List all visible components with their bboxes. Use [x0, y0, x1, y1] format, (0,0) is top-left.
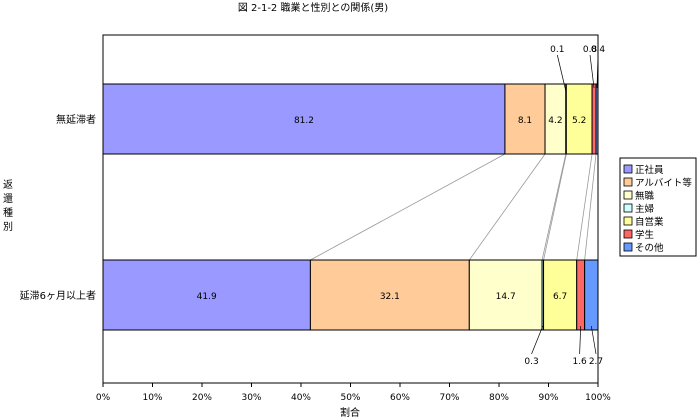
- legend-label: 主婦: [635, 203, 654, 215]
- x-tick-label: 0%: [96, 393, 111, 403]
- data-label: 0.1: [550, 45, 564, 55]
- legend-swatch: [623, 164, 633, 174]
- bar-segment: [576, 259, 586, 331]
- x-axis-label: 割合: [340, 406, 360, 419]
- data-label: 4.2: [548, 116, 562, 126]
- x-tick-label: 40%: [291, 393, 311, 403]
- x-tick-label: 20%: [192, 393, 212, 403]
- x-tick-label: 70%: [439, 393, 459, 403]
- legend-label: 学生: [635, 229, 655, 241]
- connector-line: [584, 153, 597, 261]
- connector-line: [310, 153, 506, 261]
- data-label: 8.1: [518, 116, 532, 126]
- legend-label: その他: [635, 242, 664, 254]
- legend-label: 正社員: [635, 164, 664, 176]
- connector-line: [543, 153, 567, 261]
- bar-segment: [468, 259, 543, 331]
- data-label: 14.7: [496, 292, 516, 302]
- bar-segment: [595, 83, 599, 155]
- connector-line: [468, 153, 546, 261]
- y-axis-label-char: 種: [3, 206, 13, 219]
- bar-segment: [565, 83, 593, 155]
- x-tick-label: 90%: [538, 393, 558, 403]
- bar-segment: [591, 83, 597, 155]
- connector-line: [541, 153, 567, 261]
- x-tick-label: 60%: [390, 393, 410, 403]
- data-label: 0.3: [524, 357, 538, 367]
- category-label: 延滞6ヶ月以上者: [20, 290, 96, 302]
- bar-segment: [309, 259, 470, 331]
- category-label: 無延滞者: [56, 113, 96, 126]
- legend-swatch: [623, 190, 633, 200]
- connector-line: [576, 153, 593, 261]
- bar-segment: [584, 259, 599, 331]
- data-label: 5.2: [572, 116, 586, 126]
- data-label: 32.1: [380, 292, 400, 302]
- leader-line: [556, 54, 567, 93]
- bar-segment: [504, 83, 546, 155]
- data-label: 2.7: [589, 357, 603, 367]
- x-tick-label: 30%: [241, 393, 261, 403]
- x-tick-label: 10%: [142, 393, 162, 403]
- leader-line: [531, 325, 544, 355]
- y-axis-label-char: 別: [3, 221, 13, 233]
- leader-line: [590, 325, 597, 355]
- leader-line: [579, 325, 582, 355]
- bar-segment: [102, 259, 311, 331]
- legend-swatch: [623, 216, 633, 226]
- bar-segment: [543, 259, 578, 331]
- legend-label: アルバイト等: [635, 177, 692, 189]
- data-label: 81.2: [294, 116, 314, 126]
- x-tick-label: 100%: [585, 393, 611, 403]
- data-label: 0.8: [583, 45, 598, 55]
- legend-swatch: [623, 242, 633, 252]
- legend-label: 自営業: [635, 216, 664, 228]
- legend-swatch: [623, 177, 633, 187]
- x-tick-label: 50%: [340, 393, 360, 403]
- legend-swatch: [623, 229, 633, 239]
- leader-line: [596, 54, 599, 89]
- data-label: 1.6: [572, 357, 587, 367]
- chart-title: 図 2-1-2 職業と性別との関係(男): [238, 1, 388, 14]
- bar-segment: [102, 83, 506, 155]
- leader-line: [589, 54, 595, 89]
- y-axis-label-char: 返: [3, 179, 13, 191]
- legend-box: [619, 157, 697, 257]
- legend-label: 無職: [635, 190, 655, 202]
- data-label: 41.9: [197, 292, 217, 302]
- x-tick-label: 80%: [489, 393, 509, 403]
- data-label: 0.4: [591, 45, 606, 55]
- legend-swatch: [623, 203, 633, 213]
- y-axis-label-char: 還: [3, 193, 13, 205]
- data-label: 6.7: [553, 292, 567, 302]
